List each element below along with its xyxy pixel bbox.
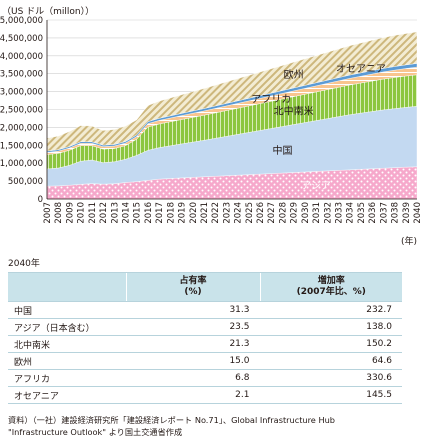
y-axis-title: （US ドル（millon）） (2, 6, 94, 17)
growth-cell: 330.6 (259, 369, 402, 387)
region-cell: 北中南米 (8, 335, 126, 353)
series-label: アフリカ (251, 94, 291, 106)
x-tick-label: 2012 (99, 202, 109, 224)
table-title: 2040年 (8, 259, 40, 269)
y-tick-label: 500,000 (8, 177, 43, 187)
x-tick-label: 2008 (54, 202, 64, 224)
table-header-row: 占有率 (%) 増加率 (2007年比、%) (8, 272, 402, 302)
series-label: 欧州 (284, 69, 304, 81)
y-tick-label: 4,000,000 (0, 52, 43, 62)
x-tick-label: 2010 (77, 202, 87, 224)
x-tick-label: 2035 (357, 202, 367, 224)
y-tick-label: 1,500,000 (0, 141, 43, 151)
x-tick-label: 2011 (88, 202, 98, 224)
series-label: アジア (301, 181, 331, 192)
x-tick-label: 2015 (133, 202, 143, 224)
x-tick-label: 2022 (211, 202, 221, 224)
y-tick-label: 2,000,000 (0, 123, 43, 133)
x-tick-label: 2014 (121, 202, 131, 224)
series-label: 中国 (272, 144, 292, 157)
growth-cell: 232.7 (259, 301, 402, 319)
x-tick-label: 2017 (155, 202, 165, 224)
x-tick-label: 2019 (178, 202, 188, 224)
growth-cell: 145.5 (259, 386, 402, 404)
share-cell: 31.3 (125, 301, 260, 319)
header-region (8, 272, 126, 302)
share-cell: 21.3 (125, 335, 260, 353)
x-tick-label: 2033 (335, 202, 345, 224)
series-label: 北中南米 (274, 105, 314, 118)
series-areas (46, 31, 418, 200)
table-row: 欧州 15.0 64.6 (8, 352, 402, 370)
table-row: アジア（日本含む） 23.5 138.0 (8, 318, 402, 336)
x-tick-label: 2021 (200, 202, 210, 224)
x-tick-label: 2013 (110, 202, 120, 224)
x-tick-label: 2027 (267, 202, 277, 224)
x-tick-label: 2024 (234, 202, 244, 224)
y-tick-label: 0 (38, 195, 43, 205)
x-tick-label: 2040 (413, 202, 423, 224)
table-row: 中国 31.3 232.7 (8, 301, 402, 319)
x-tick-label: 2039 (402, 202, 412, 224)
x-tick-label: 2038 (391, 202, 401, 224)
x-axis-unit: (年) (401, 235, 417, 247)
region-cell: アフリカ (8, 369, 126, 387)
x-tick-label: 2020 (189, 202, 199, 224)
share-cell: 23.5 (125, 318, 260, 336)
x-tick-label: 2030 (301, 202, 311, 224)
x-tick-label: 2036 (368, 202, 378, 224)
y-tick-label: 3,000,000 (0, 88, 43, 98)
x-tick-label: 2029 (290, 202, 300, 224)
x-tick-label: 2034 (346, 202, 356, 224)
x-tick-label: 2026 (256, 202, 266, 224)
area-欧州 (46, 31, 418, 152)
x-tick-label: 2025 (245, 202, 255, 224)
region-cell: 欧州 (8, 352, 126, 370)
axes (46, 20, 417, 200)
x-tick-label: 2018 (166, 202, 176, 224)
region-cell: 中国 (8, 301, 126, 319)
y-tick-labels: 0 500,000 1,000,000 1,500,000 2,000,000 2,500… (0, 16, 43, 205)
header-growth: 増加率 (2007年比、%) (259, 272, 402, 302)
table-row: アフリカ 6.8 330.6 (8, 369, 402, 387)
header-share: 占有率 (%) (125, 272, 260, 302)
y-tick-label: 5,000,000 (0, 16, 43, 26)
source-note: 資料）（一社）建設経済研究所「建設経済レポート No.71」、Global In… (8, 414, 422, 438)
stacked-area-chart: （US ドル（millon）） 0 500,000 1,000,000 1,500,0… (0, 6, 423, 247)
x-tick-label: 2016 (144, 202, 154, 224)
share-cell: 2.1 (125, 386, 260, 404)
x-tick-label: 2032 (323, 202, 333, 224)
x-tick-label: 2009 (65, 202, 75, 224)
source-line-2: "Infrastructure Outlook" より国土交通省作成 (8, 427, 183, 437)
x-tick-label: 2028 (278, 202, 288, 224)
region-cell: アジア（日本含む） (8, 318, 126, 336)
table-row: オセアニア 2.1 145.5 (8, 386, 402, 404)
y-tick-label: 4,500,000 (0, 34, 43, 44)
x-tick-label: 2007 (43, 202, 53, 224)
source-line-1: 資料）（一社）建設経済研究所「建設経済レポート No.71」、Global In… (8, 415, 335, 425)
x-tick-label: 2023 (222, 202, 232, 224)
share-cell: 15.0 (125, 352, 260, 370)
x-tick-label: 2037 (379, 202, 389, 224)
region-cell: オセアニア (8, 386, 126, 404)
share-table: 占有率 (%) 増加率 (2007年比、%) 中国 31.3 232.7 アジア（日本含む… (8, 272, 402, 404)
share-cell: 6.8 (125, 369, 260, 387)
y-tick-label: 1,000,000 (0, 159, 43, 169)
table-row: 北中南米 21.3 150.2 (8, 335, 402, 353)
growth-cell: 150.2 (259, 335, 402, 353)
x-tick-label: 2031 (312, 202, 322, 224)
x-tick-labels: 2007 2008 2009 2010 2011 2012 2013 2014 2015 2016… (43, 202, 423, 224)
growth-cell: 64.6 (259, 352, 402, 370)
y-tick-label: 3,500,000 (0, 70, 43, 80)
growth-cell: 138.0 (259, 318, 402, 336)
y-tick-label: 2,500,000 (0, 106, 43, 116)
series-label: オセアニア (336, 63, 386, 75)
